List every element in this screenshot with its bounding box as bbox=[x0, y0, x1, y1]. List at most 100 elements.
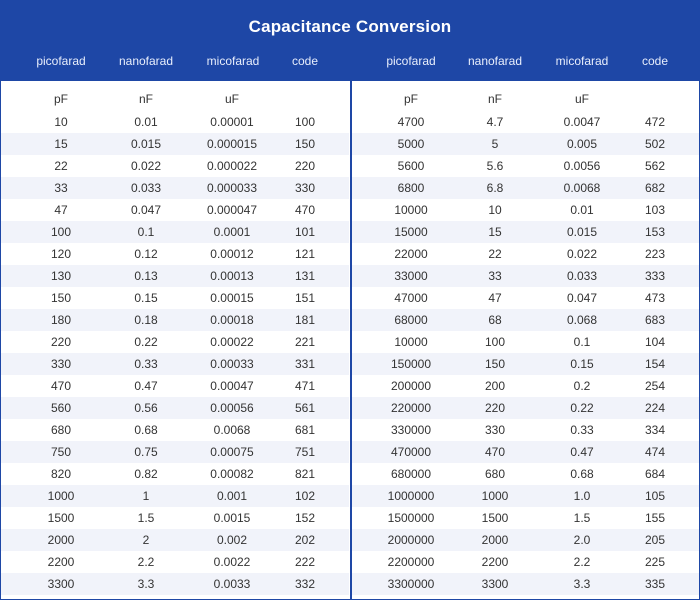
nf-cell: 0.68 bbox=[134, 423, 158, 437]
nf-cell: 6.8 bbox=[486, 181, 504, 195]
code-cell: 154 bbox=[644, 357, 666, 371]
pf-cell: 2000 bbox=[47, 533, 75, 547]
code-cell: 131 bbox=[294, 269, 316, 283]
nf-cell: 68 bbox=[488, 313, 502, 327]
nf-cell: 0.47 bbox=[134, 379, 158, 393]
table-row: 22 0.022 0.000022 220 bbox=[1, 155, 349, 177]
nf-cell: 0.022 bbox=[130, 159, 162, 173]
uf-cell: 2.0 bbox=[573, 533, 591, 547]
uf-cell: 0.033 bbox=[566, 269, 598, 283]
pf-cell: 2200 bbox=[47, 555, 75, 569]
pf-cell: 33000 bbox=[394, 269, 428, 283]
uf-cell: 0.68 bbox=[570, 467, 594, 481]
table-row: 47 0.047 0.000047 470 bbox=[1, 199, 349, 221]
pf-cell: 10000 bbox=[394, 203, 428, 217]
code-cell: 334 bbox=[644, 423, 666, 437]
pf-cell: 470 bbox=[50, 379, 72, 393]
table-row: 200000 200 0.2 254 bbox=[352, 375, 699, 397]
pf-cell: 1500 bbox=[47, 511, 75, 525]
nf-cell: 0.22 bbox=[134, 335, 158, 349]
nf-cell: 100 bbox=[484, 335, 506, 349]
pf-cell: 330 bbox=[50, 357, 72, 371]
code-cell: 683 bbox=[644, 313, 666, 327]
nf-cell: 5 bbox=[491, 137, 499, 151]
table-row: 3300000 3300 3.3 335 bbox=[352, 573, 699, 595]
unit-label: pF bbox=[403, 92, 418, 106]
nf-cell: 0.18 bbox=[134, 313, 158, 327]
table-row: 10000 100 0.1 104 bbox=[352, 331, 699, 353]
code-cell: 121 bbox=[294, 247, 316, 261]
uf-cell: 1.5 bbox=[573, 511, 591, 525]
table-row: 22000 22 0.022 223 bbox=[352, 243, 699, 265]
table-row: 820 0.82 0.00082 821 bbox=[1, 463, 349, 485]
nf-cell: 0.75 bbox=[134, 445, 158, 459]
nf-cell: 47 bbox=[488, 291, 502, 305]
pf-cell: 10000 bbox=[394, 335, 428, 349]
uf-cell: 0.022 bbox=[566, 247, 598, 261]
nf-cell: 680 bbox=[484, 467, 506, 481]
unit-label: uF bbox=[224, 92, 239, 106]
table-row: 220 0.22 0.00022 221 bbox=[1, 331, 349, 353]
uf-cell: 0.047 bbox=[566, 291, 598, 305]
uf-cell: 0.002 bbox=[216, 533, 248, 547]
unit-label: nF bbox=[487, 92, 502, 106]
table-row: 33000 33 0.033 333 bbox=[352, 265, 699, 287]
table-row: 33 0.033 0.000033 330 bbox=[1, 177, 349, 199]
code-cell: 220 bbox=[294, 159, 316, 173]
code-cell: 224 bbox=[644, 401, 666, 415]
column-header-micofarad: micofarad bbox=[555, 54, 609, 68]
uf-cell: 0.001 bbox=[216, 489, 248, 503]
code-cell: 472 bbox=[644, 115, 666, 129]
code-cell: 225 bbox=[644, 555, 666, 569]
table-row: 150 0.15 0.00015 151 bbox=[1, 287, 349, 309]
table-row: 470000 470 0.47 474 bbox=[352, 441, 699, 463]
uf-cell: 0.00012 bbox=[210, 247, 254, 261]
code-cell: 181 bbox=[294, 313, 316, 327]
pf-cell: 3300000 bbox=[387, 577, 435, 591]
pf-cell: 5600 bbox=[397, 159, 425, 173]
unit-label bbox=[610, 89, 700, 109]
pf-cell: 820 bbox=[50, 467, 72, 481]
code-cell: 333 bbox=[644, 269, 666, 283]
pf-cell: 150 bbox=[50, 291, 72, 305]
table-row: 1000 1 0.001 102 bbox=[1, 485, 349, 507]
code-cell: 101 bbox=[294, 225, 316, 239]
nf-cell: 0.56 bbox=[134, 401, 158, 415]
table-row: 680000 680 0.68 684 bbox=[352, 463, 699, 485]
uf-cell: 0.47 bbox=[570, 445, 594, 459]
uf-cell: 0.0001 bbox=[213, 225, 251, 239]
code-cell: 221 bbox=[294, 335, 316, 349]
uf-cell: 0.0068 bbox=[563, 181, 601, 195]
pf-cell: 470000 bbox=[390, 445, 432, 459]
uf-cell: 0.00056 bbox=[210, 401, 254, 415]
nf-cell: 5.6 bbox=[486, 159, 504, 173]
uf-cell: 0.0056 bbox=[563, 159, 601, 173]
code-cell: 681 bbox=[294, 423, 316, 437]
uf-cell: 1.0 bbox=[573, 489, 591, 503]
table-row: 470 0.47 0.00047 471 bbox=[1, 375, 349, 397]
nf-cell: 2000 bbox=[481, 533, 509, 547]
table-row: 1500000 1500 1.5 155 bbox=[352, 507, 699, 529]
table-row: 10 0.01 0.00001 100 bbox=[1, 111, 349, 133]
nf-cell: 4.7 bbox=[486, 115, 504, 129]
nf-cell: 470 bbox=[484, 445, 506, 459]
nf-cell: 22 bbox=[488, 247, 502, 261]
table-row: 15000 15 0.015 153 bbox=[352, 221, 699, 243]
uf-cell: 0.00082 bbox=[210, 467, 254, 481]
uf-cell: 0.00047 bbox=[210, 379, 254, 393]
pf-cell: 560 bbox=[50, 401, 72, 415]
uf-cell: 2.2 bbox=[573, 555, 591, 569]
pf-cell: 15 bbox=[54, 137, 68, 151]
code-cell: 332 bbox=[294, 577, 316, 591]
nf-cell: 33 bbox=[488, 269, 502, 283]
pf-cell: 6800 bbox=[397, 181, 425, 195]
uf-cell: 0.0068 bbox=[213, 423, 251, 437]
nf-cell: 0.01 bbox=[134, 115, 158, 129]
nf-cell: 0.12 bbox=[134, 247, 158, 261]
nf-cell: 0.33 bbox=[134, 357, 158, 371]
code-cell: 331 bbox=[294, 357, 316, 371]
table-row: 47000 47 0.047 473 bbox=[352, 287, 699, 309]
code-cell: 151 bbox=[294, 291, 316, 305]
uf-cell: 0.00033 bbox=[210, 357, 254, 371]
